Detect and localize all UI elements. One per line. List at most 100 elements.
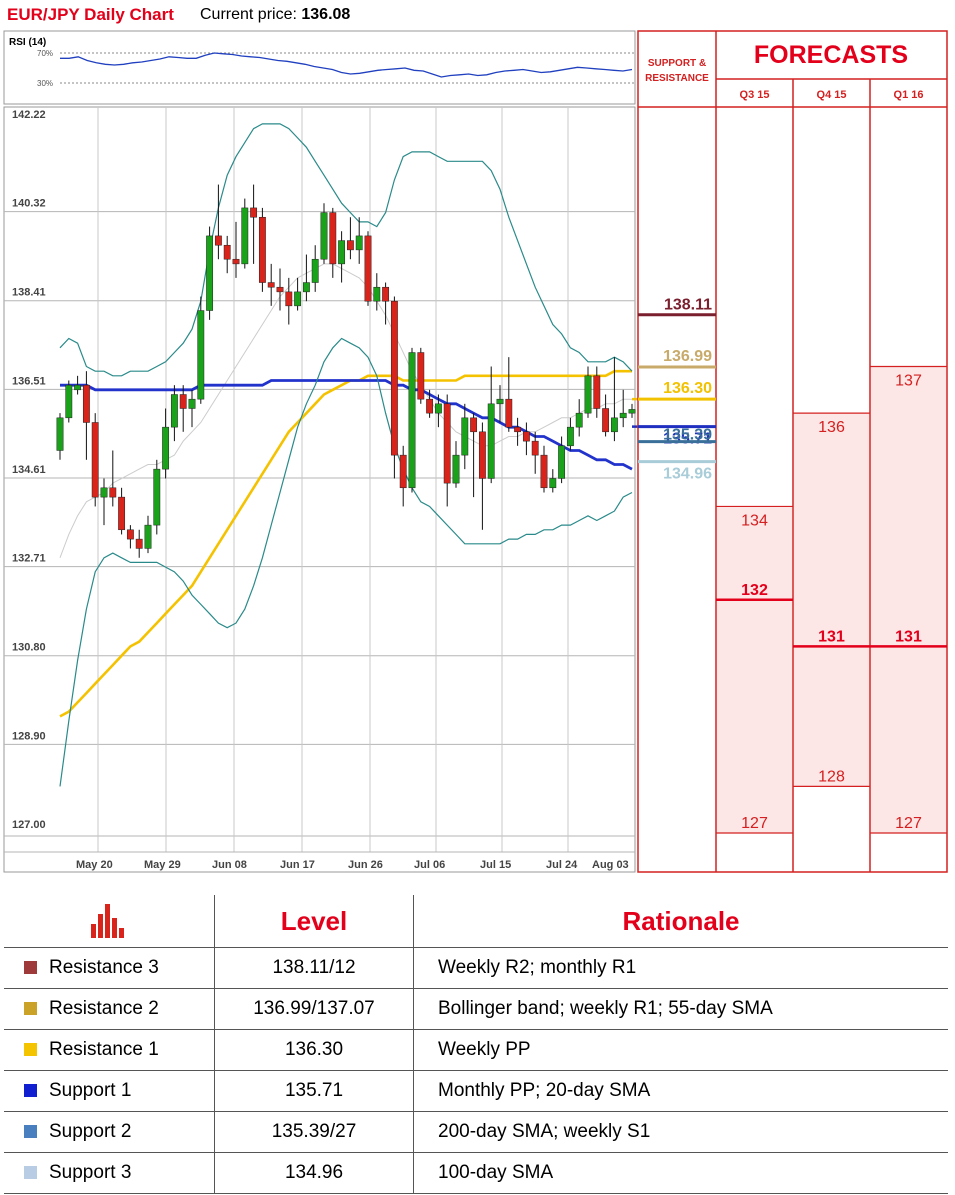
candle — [522, 422, 530, 456]
candle — [584, 366, 592, 418]
candle — [100, 478, 108, 526]
candle — [188, 389, 196, 428]
x-tick-label: Jul 24 — [546, 859, 578, 871]
candle — [311, 245, 319, 292]
candle — [118, 487, 126, 535]
forecast-low-label: 127 — [895, 815, 922, 832]
candle — [320, 203, 328, 264]
candle — [558, 436, 566, 484]
levels-table-icon-cell — [4, 895, 215, 948]
candle — [74, 375, 82, 395]
level-name-cell: Resistance 2 — [4, 988, 215, 1030]
candle — [329, 207, 337, 278]
candle — [294, 277, 302, 311]
level-color-swatch — [24, 961, 37, 974]
bollinger-lower — [59, 337, 633, 787]
candle — [602, 394, 610, 437]
candle — [496, 385, 504, 423]
level-name: Resistance 2 — [49, 998, 159, 1019]
rsi-level-30: 30% — [37, 79, 53, 88]
y-tick-label: 140.32 — [12, 198, 46, 210]
candle — [434, 394, 442, 428]
level-name-cell: Resistance 1 — [4, 1029, 215, 1071]
forecast-range — [871, 366, 946, 833]
sr-header-line1: SUPPORT & — [648, 58, 706, 69]
forecast-quarter-label: Q1 16 — [894, 89, 924, 101]
y-tick-label: 127.00 — [12, 819, 46, 831]
candle — [338, 231, 346, 283]
x-tick-label: May 20 — [76, 859, 113, 871]
level-row: Resistance 2 136.99/137.07 Bollinger band;… — [4, 988, 948, 1030]
y-tick-label: 142.22 — [12, 109, 46, 121]
candle — [443, 394, 451, 507]
level-value: 138.11/12 — [214, 947, 414, 989]
sr-level-label: 138.11 — [664, 297, 712, 314]
x-tick-label: Jul 06 — [414, 859, 445, 871]
candle — [426, 389, 434, 418]
candle — [250, 184, 258, 264]
chart-svg: RSI (14) 70% 30% 142.22 140.32 138.41 136.5… — [3, 30, 948, 873]
forecast-column: Q1 16 137 131 127 — [870, 89, 947, 834]
candle — [610, 357, 618, 442]
candle — [470, 413, 478, 498]
level-name: Support 3 — [49, 1162, 132, 1183]
sr-level-label: 134.96 — [663, 466, 712, 483]
sr-level-label: 135.39 — [663, 427, 712, 444]
forecast-column: Q4 15 136 131 128 — [793, 89, 870, 787]
level-value: 134.96 — [214, 1152, 414, 1194]
level-name-cell: Support 1 — [4, 1070, 215, 1112]
candle — [285, 277, 293, 325]
y-tick-label: 132.71 — [12, 553, 46, 565]
level-value: 135.71 — [214, 1070, 414, 1112]
level-color-swatch — [24, 1002, 37, 1015]
forecast-low-label: 128 — [818, 768, 845, 785]
candle — [179, 385, 187, 432]
chart-title: EUR/JPY Daily Chart — [7, 5, 174, 24]
level-row: Support 2 135.39/27 200-day SMA; weekly S1 — [4, 1111, 948, 1153]
candle — [302, 254, 310, 302]
candle — [593, 366, 601, 418]
candle — [619, 389, 627, 428]
rsi-level-70: 70% — [37, 49, 53, 58]
sma20-band-mid — [59, 263, 632, 558]
candle — [109, 450, 117, 507]
forecast-quarter-label: Q4 15 — [817, 89, 847, 101]
candle — [355, 217, 363, 264]
bar-chart-icon — [91, 904, 127, 939]
level-rationale: Weekly PP — [413, 1029, 948, 1071]
level-row: Support 3 134.96 100-day SMA — [4, 1152, 948, 1194]
rsi-panel: RSI (14) 70% 30% — [3, 30, 636, 105]
level-value: 136.30 — [214, 1029, 414, 1071]
candle — [346, 217, 354, 260]
candle — [214, 184, 222, 260]
candle — [540, 445, 548, 493]
candle — [514, 417, 522, 446]
forecast-mid-label: 131 — [895, 628, 922, 645]
candle — [399, 445, 407, 507]
forecasts-title: FORECASTS — [754, 41, 908, 69]
sma55-line — [60, 379, 633, 471]
candle — [170, 385, 178, 442]
candle — [566, 417, 574, 451]
y-tick-label: 138.41 — [12, 287, 46, 299]
sr-level-label: 136.99 — [663, 348, 712, 365]
candle — [258, 207, 266, 292]
candle — [126, 525, 134, 549]
sr-level-label: 136.30 — [663, 380, 712, 397]
candle — [206, 226, 214, 320]
candle — [408, 347, 416, 493]
candle — [144, 515, 152, 554]
level-name: Support 1 — [49, 1080, 132, 1101]
level-row: Support 1 135.71 Monthly PP; 20-day SMA — [4, 1070, 948, 1112]
level-value: 135.39/27 — [214, 1111, 414, 1153]
candle — [267, 263, 275, 306]
rationale-header: Rationale — [413, 895, 948, 948]
candle — [549, 469, 557, 493]
current-price-label: Current price: — [200, 6, 297, 23]
x-tick-label: Aug 03 — [592, 859, 629, 871]
candle — [628, 403, 636, 418]
forecast-range — [717, 506, 792, 833]
forecast-high-label: 136 — [818, 419, 845, 436]
levels-table: Level Rationale Resistance 3 138.11/12 Wee… — [4, 895, 948, 1194]
price-chart: 142.22 140.32 138.41 136.51 134.61 132.71 130.… — [3, 106, 716, 873]
